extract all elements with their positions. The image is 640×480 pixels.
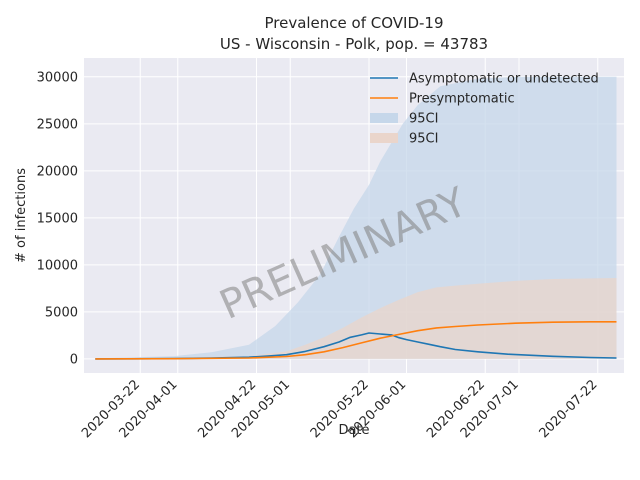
y-tick-label: 30000 [37,70,78,85]
chart-subtitle: US - Wisconsin - Polk, pop. = 43783 [220,35,488,53]
legend-label: 95CI [409,112,438,127]
y-axis-label: # of infections [14,168,29,263]
legend-label: 95CI [409,132,438,147]
y-tick-labels: 0 5000 10000 15000 20000 25000 30000 [37,70,78,367]
series-lines [95,320,617,360]
legend-band-swatch [370,113,398,123]
legend-label: Asymptomatic or undetected [409,72,599,87]
legend-band-swatch [370,133,398,143]
y-tick-label: 5000 [45,305,78,320]
x-axis-label: Date [338,423,369,438]
chart-title: Prevalence of COVID-19 [264,14,443,32]
y-tick-label: 10000 [37,258,78,273]
series-line [95,320,617,360]
legend-label: Presymptomatic [409,92,515,107]
confidence-bands [95,76,617,359]
series-line [95,332,617,360]
y-tick-label: 25000 [37,117,78,132]
y-tick-label: 0 [70,352,78,367]
y-tick-label: 20000 [37,164,78,179]
ci-band [95,278,617,359]
y-tick-label: 15000 [37,211,78,226]
legend: Asymptomatic or undetected Presymptomatic… [370,72,599,147]
